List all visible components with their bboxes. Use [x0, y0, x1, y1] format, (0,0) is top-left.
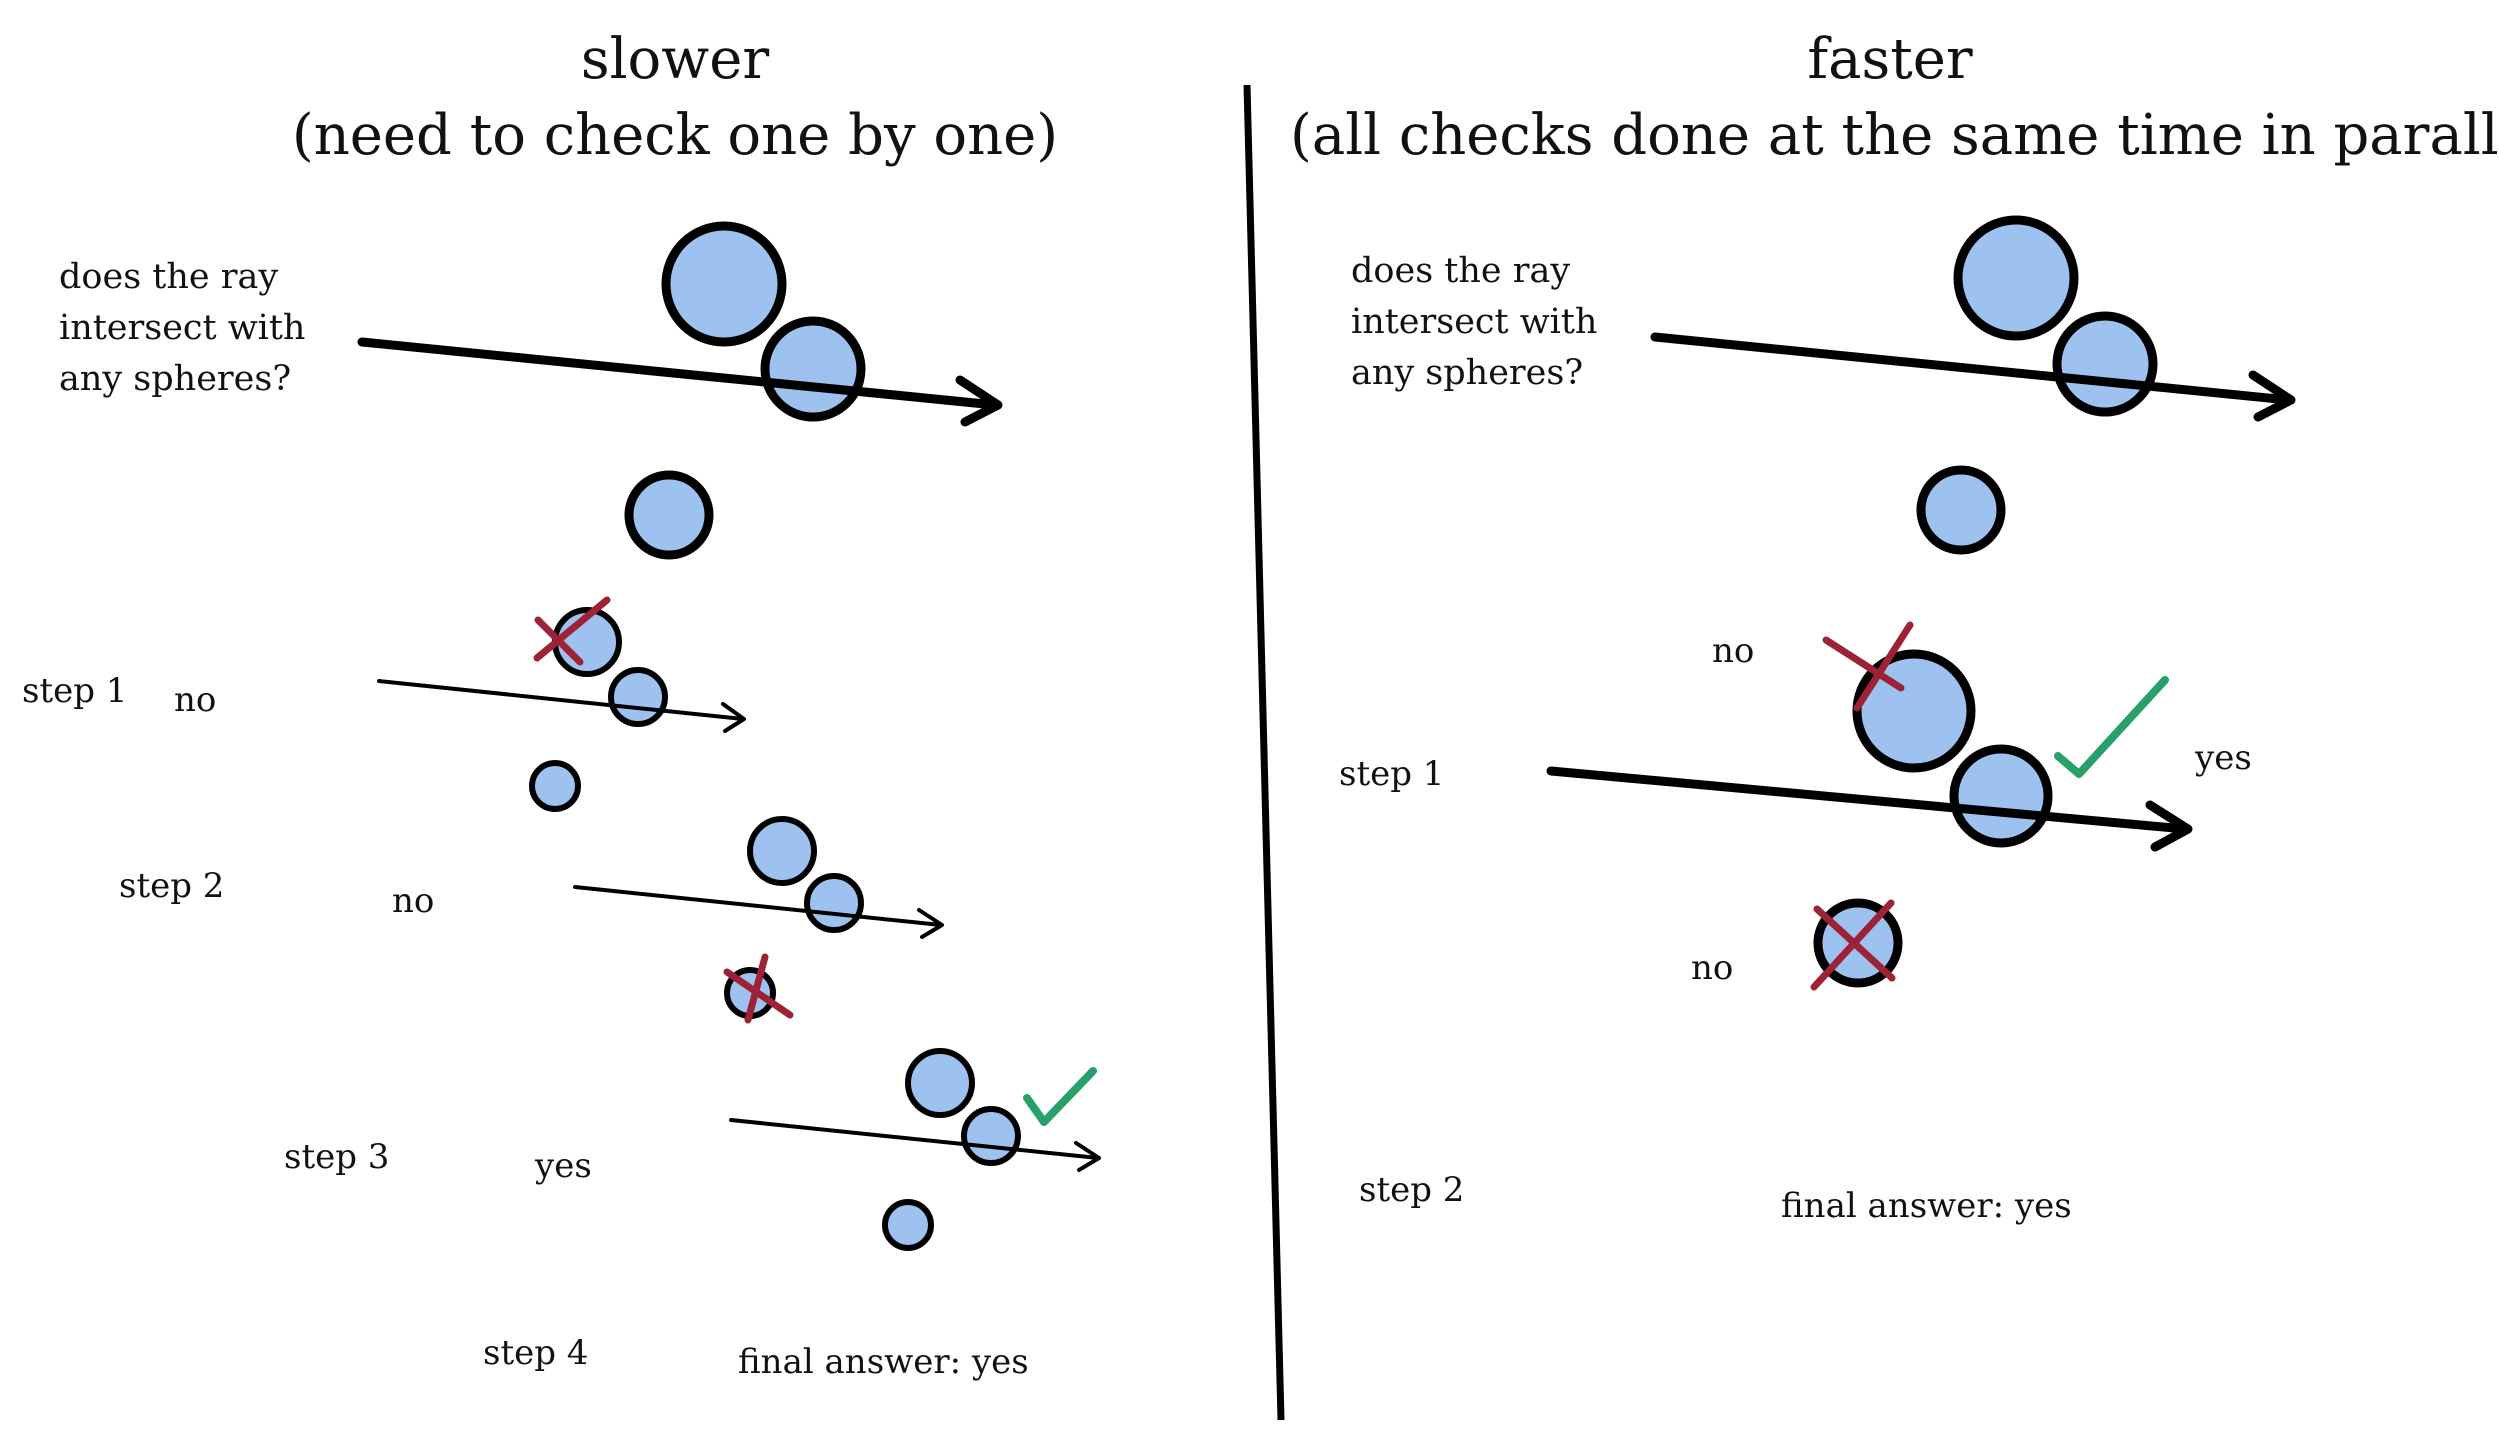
sphere: [529, 760, 581, 812]
step2-result: no: [392, 881, 435, 921]
green-check-icon: [1023, 1067, 1097, 1126]
result-no-bottom: no: [1691, 948, 1734, 988]
sphere: [882, 1199, 934, 1251]
right-title: faster: [1807, 27, 1973, 92]
right-subtitle: (all checks done at the same time in par…: [1290, 103, 2499, 168]
step1-label: step 1: [22, 671, 128, 711]
sphere: [804, 873, 864, 933]
red-cross-icon: [723, 953, 794, 1024]
ray-arrowhead: [1074, 1141, 1101, 1172]
sphere: [1949, 744, 2053, 848]
left-question: does the ray intersect with any spheres?: [59, 257, 306, 399]
left-overview-scene: [357, 221, 1003, 560]
ray-arrowhead: [2145, 800, 2193, 852]
result-no-top: no: [1712, 631, 1755, 671]
sphere-middle: [760, 316, 866, 422]
step2-label: step 2: [119, 866, 225, 906]
sphere-bottom: [624, 470, 714, 560]
red-cross-icon: [533, 596, 611, 666]
sphere: [747, 816, 817, 886]
panel-divider: [1243, 84, 1285, 1421]
red-cross-icon: [1810, 899, 1896, 991]
ray-arrowhead: [2248, 370, 2296, 422]
ray-arrow: [1546, 766, 2190, 834]
right-question: does the ray intersect with any spheres?: [1351, 251, 1598, 393]
sphere: [608, 667, 668, 727]
sphere-top: [661, 221, 787, 347]
left-final-answer: final answer: yes: [738, 1342, 1029, 1382]
left-step3-scene: [729, 1048, 1101, 1251]
right-step2-label: step 2: [1359, 1170, 1465, 1210]
sphere: [905, 1048, 975, 1118]
left-title: slower: [580, 27, 770, 92]
right-step1-scene: [1546, 621, 2193, 991]
ray-arrow: [1650, 332, 2293, 405]
ray-arrow: [357, 337, 1000, 410]
sphere-middle: [2052, 311, 2158, 417]
sphere: [961, 1106, 1021, 1166]
ray-arrowhead: [721, 702, 746, 733]
ray-arrowhead: [955, 375, 1003, 427]
right-overview-scene: [1650, 215, 2296, 555]
step3-label: step 3: [284, 1137, 390, 1177]
step1-result: no: [174, 680, 217, 720]
ray-arrowhead: [917, 908, 944, 939]
right-final-answer: final answer: yes: [1781, 1186, 2072, 1226]
ray-arrow: [729, 1118, 1100, 1160]
right-step1-label: step 1: [1339, 754, 1445, 794]
step4-label: step 4: [483, 1333, 589, 1373]
green-check-icon: [2054, 676, 2169, 778]
step3-result: yes: [535, 1146, 592, 1186]
ray-arrow: [573, 885, 943, 927]
left-subtitle: (need to check one by one): [291, 103, 1059, 168]
ray-arrow: [377, 679, 745, 721]
result-yes: yes: [2195, 738, 2252, 778]
left-step1-scene: [377, 596, 746, 812]
sphere-top: [1953, 215, 2079, 341]
left-step2-scene: [573, 816, 944, 1024]
red-cross-icon: [1822, 621, 1914, 712]
sphere-bottom: [1916, 465, 2006, 555]
